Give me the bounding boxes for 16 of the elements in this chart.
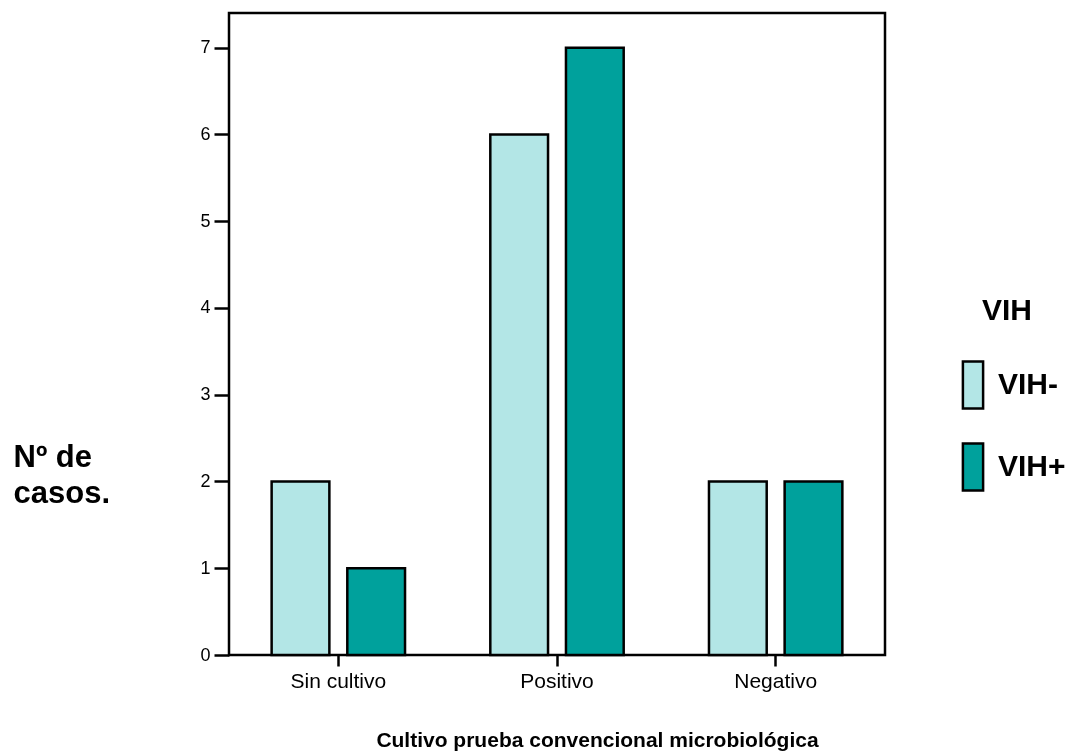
y-tick-label: 2 (200, 470, 211, 491)
legend-label: VIH- (998, 367, 1058, 400)
y-tick-label: 0 (200, 644, 211, 665)
y-tick-label: 3 (200, 384, 211, 405)
y-tick-label: 1 (200, 557, 211, 578)
y-tick-label: 6 (200, 123, 211, 144)
y-tick-label: 5 (200, 210, 211, 231)
x-tick-label: Sin cultivo (290, 668, 387, 692)
x-tick-label: Positivo (520, 668, 594, 692)
x-tick-label: Negativo (734, 668, 818, 692)
x-axis-title: Cultivo prueba convencional microbiológica (376, 727, 819, 751)
y-tick-label: 7 (200, 37, 211, 58)
legend-title: VIH (981, 293, 1033, 326)
y-axis-title: Nº de casos. (13, 438, 111, 510)
legend-label: VIH+ (998, 449, 1066, 482)
y-tick-label: 4 (200, 297, 211, 318)
